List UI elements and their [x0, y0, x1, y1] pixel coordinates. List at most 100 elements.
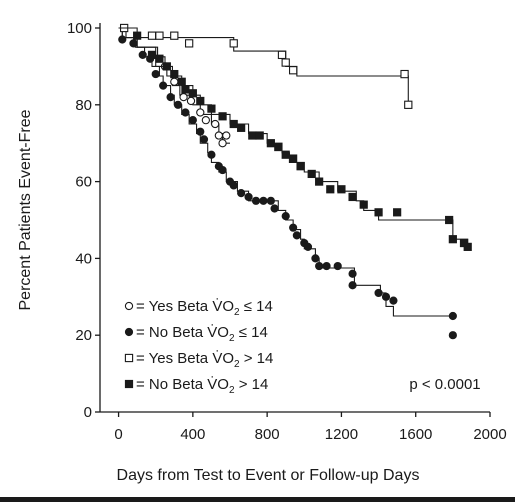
- series-3-point: [281, 58, 290, 67]
- series-2-point: [199, 135, 209, 144]
- series-2-point: [244, 192, 253, 202]
- series-3-point: [277, 50, 287, 60]
- legend-marker-2: [124, 327, 134, 337]
- series-2-point: [259, 196, 268, 205]
- series-3-point: [288, 66, 298, 75]
- series-2-point: [348, 269, 357, 278]
- series-4-point: [218, 112, 227, 121]
- x-tick-label: 800: [255, 426, 280, 443]
- series-2-point: [322, 261, 331, 271]
- series-1-point: [196, 108, 205, 117]
- x-ticks: 0 400 800 1200 1600 2000: [114, 412, 507, 443]
- series-2-point: [315, 261, 324, 271]
- series-4-point: [326, 185, 335, 194]
- legend-legend-prefix: = No Beta: [136, 324, 207, 341]
- legend-subscript: 2: [229, 333, 235, 344]
- series-1-point: [222, 131, 231, 140]
- series-1-point: [210, 119, 220, 129]
- x-axis-label: Days from Test to Event or Follow-up Day…: [117, 467, 420, 484]
- y-tick-label: 100: [67, 20, 92, 37]
- series-4-point: [181, 85, 190, 94]
- series-4-point: [337, 185, 346, 194]
- y-tick-label: 60: [75, 174, 92, 191]
- series-4-point: [170, 69, 179, 79]
- series-3-point: [400, 69, 409, 79]
- series-2-point: [311, 254, 320, 263]
- series-4: [118, 27, 472, 251]
- series-1-point: [201, 116, 211, 125]
- legend-legend-prefix: = Yes Beta: [136, 298, 212, 315]
- series-4-point: [393, 208, 402, 217]
- series-4-point: [374, 208, 383, 217]
- legend-marker-3: [124, 353, 134, 363]
- series-3-point: [184, 39, 194, 48]
- series-3: [118, 23, 413, 109]
- series-4-point: [248, 131, 257, 140]
- series-2-point: [448, 311, 457, 321]
- series-4-point: [147, 50, 157, 59]
- series-4-point: [162, 62, 171, 71]
- series-2-point: [303, 242, 313, 251]
- series-4-point: [196, 96, 205, 106]
- legend-legend-prefix: = No Beta: [136, 376, 207, 393]
- series-2: [118, 27, 457, 340]
- legend-subscript: 2: [234, 359, 240, 370]
- series-1-point: [186, 96, 196, 106]
- legend-legend-prefix: = Yes Beta: [136, 350, 212, 367]
- legend-condition: > 14: [240, 350, 274, 367]
- series-4-point: [177, 77, 186, 86]
- series-1-point: [179, 92, 188, 102]
- x-tick-label: 400: [180, 426, 205, 443]
- series-3-point: [404, 100, 413, 109]
- series-2-point: [173, 100, 183, 109]
- series-4-point: [281, 150, 290, 159]
- series-4-point: [229, 119, 238, 129]
- series-3-point: [155, 31, 164, 40]
- series-2-point: [281, 212, 290, 221]
- series-2-point: [207, 150, 216, 159]
- series-4-point: [359, 200, 368, 209]
- series-2-point: [333, 261, 342, 271]
- legend-entry-1: = Yes Beta V̇O2 ≤ 14: [136, 298, 273, 318]
- legend-condition: ≤ 14: [240, 298, 273, 315]
- x-tick-label: 1200: [325, 426, 358, 443]
- series-2-point: [270, 204, 279, 213]
- series-2-point: [448, 331, 457, 340]
- series-3-point: [229, 39, 238, 48]
- legend-symbol: V̇O: [207, 324, 229, 341]
- series-2-point: [229, 181, 238, 190]
- x-tick-label: 2000: [473, 426, 506, 443]
- series-4-point: [448, 235, 457, 244]
- series-2-point: [138, 50, 147, 59]
- legend-condition: > 14: [235, 376, 269, 393]
- series-4-point: [315, 177, 324, 186]
- legend-entry-3: = Yes Beta V̇O2 > 14: [136, 350, 273, 370]
- legend-subscript: 2: [229, 385, 235, 396]
- series-1: [118, 27, 231, 148]
- series-2-point: [159, 81, 168, 90]
- legend-marker-1: [124, 301, 134, 311]
- series-4-point: [266, 139, 275, 148]
- series-2-point: [266, 196, 275, 205]
- legend-subscript: 2: [234, 307, 240, 318]
- series-4-point: [307, 169, 316, 179]
- series-2-curve: [118, 27, 453, 317]
- y-ticks: 0 20 40 60 80 100: [67, 20, 100, 421]
- axes: [99, 23, 490, 413]
- legend-condition: ≤ 14: [235, 324, 268, 341]
- series-4-point: [255, 131, 264, 140]
- series-4-curve: [118, 27, 469, 249]
- legend-symbol: V̇O: [207, 376, 229, 393]
- series-4-point: [296, 162, 305, 171]
- x-tick-label: 1600: [399, 426, 432, 443]
- series-4-point: [155, 54, 164, 63]
- series-4-point: [188, 89, 197, 98]
- legend-symbol: V̇O: [212, 298, 234, 315]
- series-4-point: [289, 154, 298, 163]
- series-3-point: [170, 31, 179, 40]
- y-tick-label: 40: [75, 250, 92, 267]
- bottom-rule: [0, 497, 515, 502]
- series-2-point: [181, 108, 190, 117]
- y-tick-label: 0: [84, 404, 92, 421]
